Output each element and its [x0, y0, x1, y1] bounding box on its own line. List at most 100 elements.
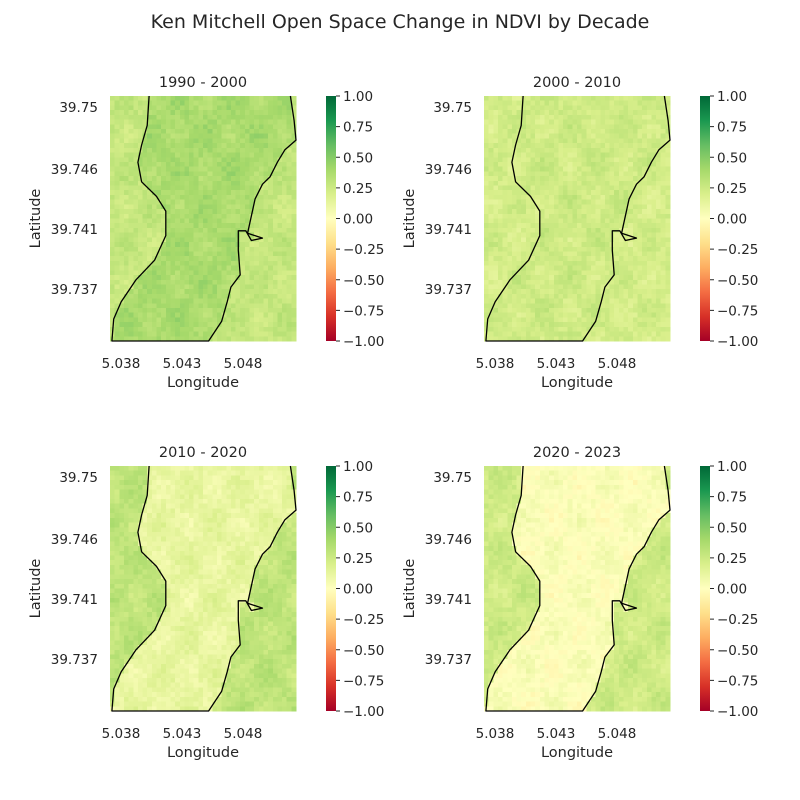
heatmap-cell — [216, 293, 222, 299]
heatmap-cell — [170, 114, 176, 120]
heatmap-cell — [249, 157, 255, 163]
heatmap-cell — [291, 185, 297, 191]
heatmap-cell — [114, 289, 120, 295]
heatmap-cell — [493, 114, 499, 120]
heatmap-cell — [632, 96, 638, 102]
heatmap-cell — [642, 114, 648, 120]
heatmap-cell — [263, 152, 269, 158]
heatmap-cell — [272, 275, 278, 281]
heatmap-cell — [590, 218, 596, 224]
heatmap-cell — [226, 114, 232, 120]
heatmap-cell — [651, 133, 657, 139]
heatmap-cell — [553, 322, 559, 328]
heatmap-cell — [286, 133, 292, 139]
heatmap-cell — [604, 227, 610, 234]
heatmap-cell — [119, 303, 125, 309]
heatmap-cell — [114, 336, 120, 342]
heatmap-cell — [161, 223, 167, 229]
heatmap-cell — [147, 138, 153, 144]
heatmap-cell — [147, 308, 153, 314]
heatmap-cell — [549, 312, 555, 318]
heatmap-cell — [184, 550, 190, 556]
heatmap-cell — [161, 119, 167, 125]
heatmap-cell — [137, 322, 143, 328]
heatmap-cell — [632, 213, 638, 219]
heatmap-cell — [198, 256, 204, 262]
heatmap-cell — [558, 147, 564, 153]
heatmap-cell — [142, 246, 148, 252]
heatmap-cell — [628, 284, 634, 290]
heatmap-cell — [114, 237, 120, 243]
heatmap-cell — [272, 484, 278, 490]
heatmap-cell — [170, 517, 176, 523]
heatmap-cell — [272, 494, 278, 500]
heatmap-cell — [484, 161, 490, 168]
heatmap-cell — [230, 213, 236, 219]
heatmap-cell — [623, 166, 629, 172]
heatmap-cell — [272, 513, 278, 519]
heatmap-cell — [198, 227, 204, 234]
heatmap-cell — [272, 546, 278, 552]
heatmap-cell — [254, 550, 260, 556]
heatmap-cell — [119, 185, 125, 191]
heatmap-cell — [226, 541, 232, 547]
heatmap-cell — [137, 152, 143, 158]
heatmap-cell — [249, 260, 255, 267]
heatmap-cell — [189, 124, 195, 130]
heatmap-cell — [151, 326, 157, 332]
heatmap-cell — [147, 475, 153, 481]
heatmap-cell — [240, 161, 246, 168]
heatmap-cell — [165, 260, 171, 267]
heatmap-cell — [128, 213, 134, 219]
heatmap-cell — [660, 284, 666, 290]
heatmap-cell — [530, 284, 536, 290]
heatmap-cell — [558, 279, 564, 285]
heatmap-cell — [577, 298, 583, 304]
heatmap-cell — [623, 270, 629, 276]
heatmap-cell — [525, 289, 531, 295]
heatmap-cell — [493, 110, 499, 116]
heatmap-cell — [563, 171, 569, 177]
heatmap-cell — [249, 161, 255, 168]
heatmap-cell — [609, 322, 615, 328]
heatmap-cell — [216, 138, 222, 144]
heatmap-cell — [207, 279, 213, 285]
heatmap-cell — [133, 232, 139, 238]
heatmap-cell — [282, 105, 288, 111]
heatmap-cell — [632, 147, 638, 153]
heatmap-cell — [567, 147, 573, 153]
heatmap-cell — [497, 237, 503, 243]
heatmap-cell — [544, 105, 550, 111]
heatmap-cell — [507, 110, 513, 116]
heatmap-cell — [151, 303, 157, 309]
heatmap-cell — [226, 209, 232, 215]
heatmap-cell — [549, 96, 555, 102]
heatmap-cell — [586, 232, 592, 238]
heatmap-cell — [221, 242, 227, 248]
heatmap-cell — [553, 218, 559, 224]
heatmap-cell — [595, 119, 601, 125]
heatmap-cell — [618, 232, 624, 238]
heatmap-cell — [286, 246, 292, 252]
heatmap-cell — [595, 246, 601, 252]
heatmap-cell — [151, 180, 157, 186]
heatmap-cell — [258, 293, 264, 299]
heatmap-cell — [563, 260, 569, 267]
heatmap-cell — [507, 171, 513, 177]
heatmap-cell — [268, 147, 274, 153]
heatmap-cell — [161, 541, 167, 547]
heatmap-cell — [282, 484, 288, 490]
heatmap-cell — [179, 508, 185, 514]
heatmap-cell — [632, 331, 638, 337]
heatmap-cell — [263, 166, 269, 172]
heatmap-cell — [646, 190, 652, 196]
heatmap-cell — [151, 237, 157, 243]
heatmap-cell — [660, 213, 666, 219]
heatmap-cell — [549, 171, 555, 177]
heatmap-cell — [493, 180, 499, 186]
heatmap-cell — [507, 180, 513, 186]
heatmap-cell — [189, 336, 195, 342]
heatmap-cell — [123, 336, 129, 342]
heatmap-cell — [137, 213, 143, 219]
heatmap-cell — [511, 279, 517, 285]
